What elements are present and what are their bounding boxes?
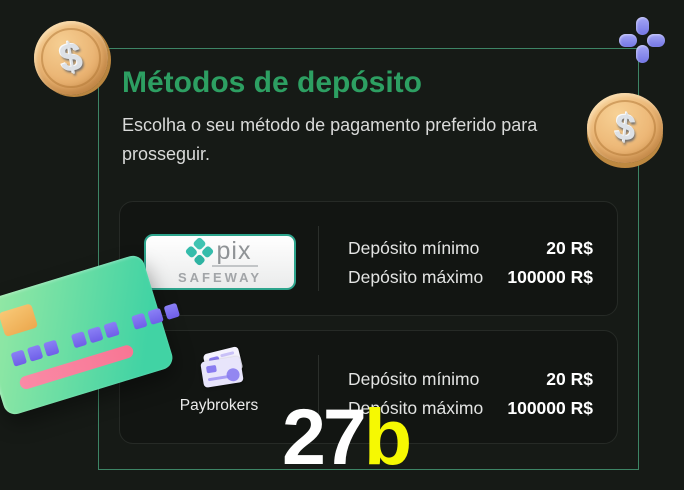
pix-logo-icon: [184, 236, 214, 266]
deposit-min-row: Depósito mínimo 20 R$: [348, 369, 593, 390]
card-chip-icon: [205, 364, 217, 374]
deposit-max-row: Depósito máximo 100000 R$: [348, 267, 593, 288]
card-chip-icon: [0, 303, 39, 338]
dollar-symbol: $: [612, 106, 638, 149]
deposit-min-label: Depósito mínimo: [348, 238, 480, 258]
card-divider: [318, 226, 319, 291]
watermark-yellow-part: b: [363, 392, 412, 481]
deposit-max-label: Depósito máximo: [348, 267, 484, 287]
pix-safeway-logo: pix SAFEWAY: [144, 234, 296, 290]
deposit-max-value: 100000 R$: [507, 267, 593, 287]
deposit-max-value: 100000 R$: [507, 398, 593, 418]
watermark-white-part: 27: [282, 392, 367, 481]
deposit-limits: Depósito mínimo 20 R$ Depósito máximo 10…: [348, 369, 593, 419]
card-logo-circle-icon: [225, 367, 241, 383]
deposit-min-label: Depósito mínimo: [348, 369, 480, 389]
card-divider: [318, 355, 319, 419]
coin-ring: $: [594, 100, 656, 156]
content-frame-border: [98, 48, 639, 470]
credit-card-front-icon: [200, 356, 244, 388]
deposit-min-row: Depósito mínimo 20 R$: [348, 238, 593, 259]
gold-coin-icon: $: [34, 21, 108, 95]
page-subtitle: Escolha o seu método de pagamento prefer…: [122, 115, 538, 164]
pix-logo-tagline-line: [212, 264, 258, 267]
pix-logo-text: pix: [216, 237, 252, 265]
coin-ring: $: [41, 28, 101, 88]
deposit-min-value: 20 R$: [546, 369, 593, 389]
gold-coin-icon: $: [587, 93, 663, 163]
plus-icon: [619, 17, 665, 63]
watermark-27b: 27b: [282, 397, 412, 476]
payment-method-pix-safeway[interactable]: pix SAFEWAY Depósito mínimo 20 R$ Depósi…: [119, 201, 618, 316]
credit-cards-icon: [198, 346, 248, 391]
safeway-logo-text: SAFEWAY: [177, 269, 263, 285]
deposit-min-value: 20 R$: [546, 238, 593, 258]
deposit-limits: Depósito mínimo 20 R$ Depósito máximo 10…: [348, 238, 593, 288]
deposit-max-row: Depósito máximo 100000 R$: [348, 398, 593, 419]
paybrokers-label: Paybrokers: [179, 397, 259, 414]
page-title: Métodos de depósito: [122, 66, 422, 99]
deposit-max-label: Depósito máximo: [348, 398, 484, 418]
pix-logo-row: pix: [184, 236, 252, 266]
dollar-symbol: $: [56, 33, 86, 82]
payment-method-paybrokers[interactable]: Paybrokers Depósito mínimo 20 R$ Depósit…: [119, 330, 618, 444]
